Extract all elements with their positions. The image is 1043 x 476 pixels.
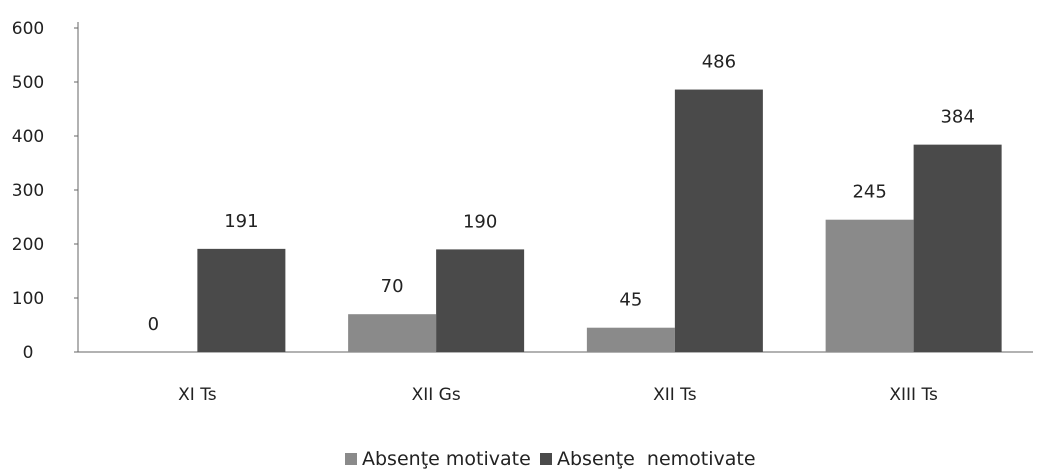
y-tick-label: 500 <box>12 73 44 93</box>
bar-motivate <box>826 220 914 352</box>
x-tick-label: XIII Ts <box>889 385 938 405</box>
data-label: 384 <box>940 107 974 128</box>
x-tick-label: XII Ts <box>653 385 697 405</box>
bar-nemotivate <box>436 249 524 352</box>
x-axis-labels: XI Ts XII Gs XII Ts XIII Ts <box>178 385 938 405</box>
bar-nemotivate <box>914 145 1002 352</box>
legend-swatch <box>345 453 357 465</box>
data-label: 70 <box>381 276 404 297</box>
legend: Absenţe motivate Absenţe nemotivate <box>345 448 756 470</box>
data-label: 190 <box>463 211 497 232</box>
y-axis-ticks: 0 100 200 300 400 500 600 <box>12 19 78 363</box>
y-tick-label: 0 <box>23 343 34 363</box>
bar-nemotivate <box>675 90 763 352</box>
data-label: 486 <box>702 52 736 73</box>
y-tick-label: 300 <box>12 181 44 201</box>
bar-motivate <box>348 314 436 352</box>
legend-label: Absenţe nemotivate <box>557 448 756 470</box>
legend-swatch <box>540 453 552 465</box>
y-tick-label: 400 <box>12 127 44 147</box>
data-label: 45 <box>619 290 642 311</box>
y-tick-label: 100 <box>12 289 44 309</box>
y-tick-label: 600 <box>12 19 44 39</box>
legend-label: Absenţe motivate <box>362 448 531 470</box>
data-label: 245 <box>852 182 886 203</box>
bar-nemotivate <box>197 249 285 352</box>
bars-group <box>197 90 1001 352</box>
data-label: 191 <box>224 211 258 232</box>
y-tick-label: 200 <box>12 235 44 255</box>
x-tick-label: XI Ts <box>178 385 217 405</box>
bar-motivate <box>587 328 675 352</box>
data-label: 0 <box>148 314 159 335</box>
x-tick-label: XII Gs <box>412 385 461 405</box>
